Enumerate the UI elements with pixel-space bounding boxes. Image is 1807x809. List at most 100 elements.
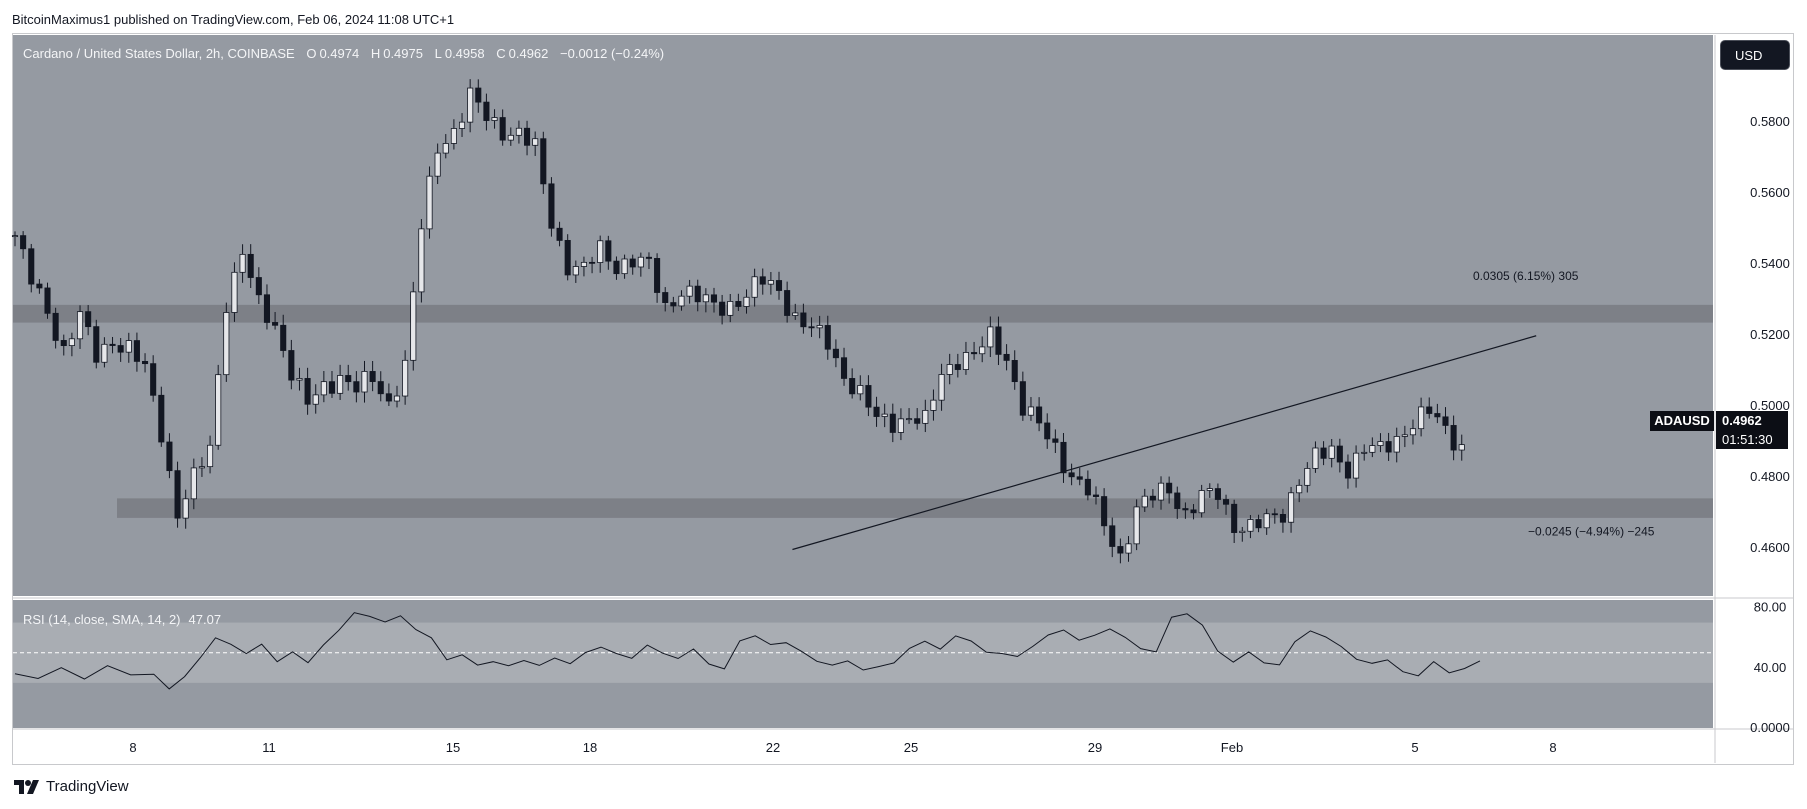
candle-body <box>280 324 287 351</box>
candle-body <box>499 117 506 141</box>
candle-body <box>369 371 376 382</box>
candle-body <box>1344 461 1351 479</box>
price-axis <box>1715 35 1793 728</box>
tradingview-logo-icon <box>14 779 39 794</box>
footer-brand[interactable]: TradingView <box>14 778 129 795</box>
time-axis-label: 11 <box>262 740 276 755</box>
candle-body <box>1279 514 1286 523</box>
candle-body <box>150 363 157 396</box>
rsi-legend: RSI (14, close, SMA, 14, 2) 47.07 <box>23 612 221 627</box>
candle-body <box>686 285 693 297</box>
candle-body <box>458 121 466 129</box>
candle-body <box>467 87 474 123</box>
candle-body <box>694 285 701 303</box>
candle-body <box>1149 495 1156 501</box>
legend-low-key: L <box>434 46 442 61</box>
symbol-legend: Cardano / United States Dollar, 2h, COIN… <box>23 46 664 61</box>
candle-body <box>1044 422 1051 440</box>
candle-body <box>1027 406 1035 416</box>
candle-body <box>751 276 758 298</box>
candle-body <box>1084 478 1091 496</box>
candle-body <box>1426 406 1433 414</box>
candle-body <box>1060 441 1067 474</box>
measure-label-upper: 0.0305 (6.15%) 305 <box>1473 269 1579 283</box>
last-price-symbol-tag: ADAUSD <box>1650 411 1714 431</box>
candle-body <box>450 128 457 144</box>
candle-body <box>743 296 750 307</box>
candle-body <box>28 248 35 285</box>
candle-body <box>1036 406 1043 424</box>
candle-body <box>938 374 945 401</box>
candle-body <box>1247 519 1254 532</box>
candle-body <box>735 301 742 307</box>
candle-body <box>426 175 433 230</box>
bar-countdown-tag: 01:51:30 <box>1716 431 1788 449</box>
time-axis-label: 15 <box>446 740 460 755</box>
candle-body <box>1296 484 1303 494</box>
time-axis-label: 5 <box>1411 740 1418 755</box>
currency-button[interactable]: USD <box>1720 40 1790 70</box>
candle-body <box>475 87 482 103</box>
candle-body <box>109 343 116 346</box>
candle-body <box>621 258 628 275</box>
candle-body <box>1214 488 1221 500</box>
candle-body <box>263 294 271 323</box>
candle-body <box>68 338 75 347</box>
candle-body <box>133 340 140 362</box>
candle-body <box>702 294 709 303</box>
candle-body <box>532 138 539 146</box>
time-axis-label: 18 <box>583 740 597 755</box>
candle-body <box>93 326 100 363</box>
candle-body <box>442 143 449 154</box>
candle-body <box>589 261 596 264</box>
candle-body <box>759 276 766 285</box>
candle-body <box>1133 506 1140 545</box>
candle-body <box>247 253 254 278</box>
candle-body <box>11 235 19 238</box>
candle-body <box>60 340 67 347</box>
candle-body <box>1255 519 1262 529</box>
candle-body <box>418 228 425 293</box>
candle-body <box>800 312 807 328</box>
candle-body <box>1409 428 1417 436</box>
candle-body <box>345 375 352 383</box>
candle-body <box>1166 482 1173 494</box>
price-axis-label: 0.5200 <box>1750 327 1790 342</box>
candle-body <box>166 441 173 472</box>
candle-body <box>865 385 872 408</box>
candle-body <box>775 280 783 291</box>
candle-body <box>1377 441 1384 446</box>
candle-body <box>873 406 880 417</box>
last-price-tag: 0.4962 <box>1716 411 1788 431</box>
candle-body <box>410 291 417 361</box>
candle-body <box>1385 441 1392 453</box>
candle-body <box>190 467 197 500</box>
candle-body <box>1304 468 1311 486</box>
candle-body <box>832 348 839 359</box>
footer-brand-label: TradingView <box>46 778 129 795</box>
candle-body <box>1141 495 1148 508</box>
candle-body <box>840 357 848 379</box>
candle-body <box>580 261 587 267</box>
time-axis-label: Feb <box>1221 740 1243 755</box>
legend-close-key: C <box>496 46 506 61</box>
candle-body <box>784 290 791 316</box>
candle-body <box>288 350 295 381</box>
candle-body <box>1206 488 1213 491</box>
candle-body <box>1320 447 1327 459</box>
candle-body <box>857 385 864 395</box>
support-zone <box>117 498 1713 518</box>
candle-body <box>995 326 1002 355</box>
candle-body <box>1353 452 1360 479</box>
rsi-line <box>14 612 1481 690</box>
candle-body <box>930 399 937 411</box>
candle-body <box>101 343 108 363</box>
candle-body <box>556 227 563 241</box>
candle-body <box>767 280 774 285</box>
legend-low: 0.4958 <box>444 46 485 61</box>
candle-body <box>223 312 230 376</box>
candle-body <box>1231 503 1238 533</box>
candle-body <box>207 444 214 468</box>
candle-body <box>304 378 311 405</box>
